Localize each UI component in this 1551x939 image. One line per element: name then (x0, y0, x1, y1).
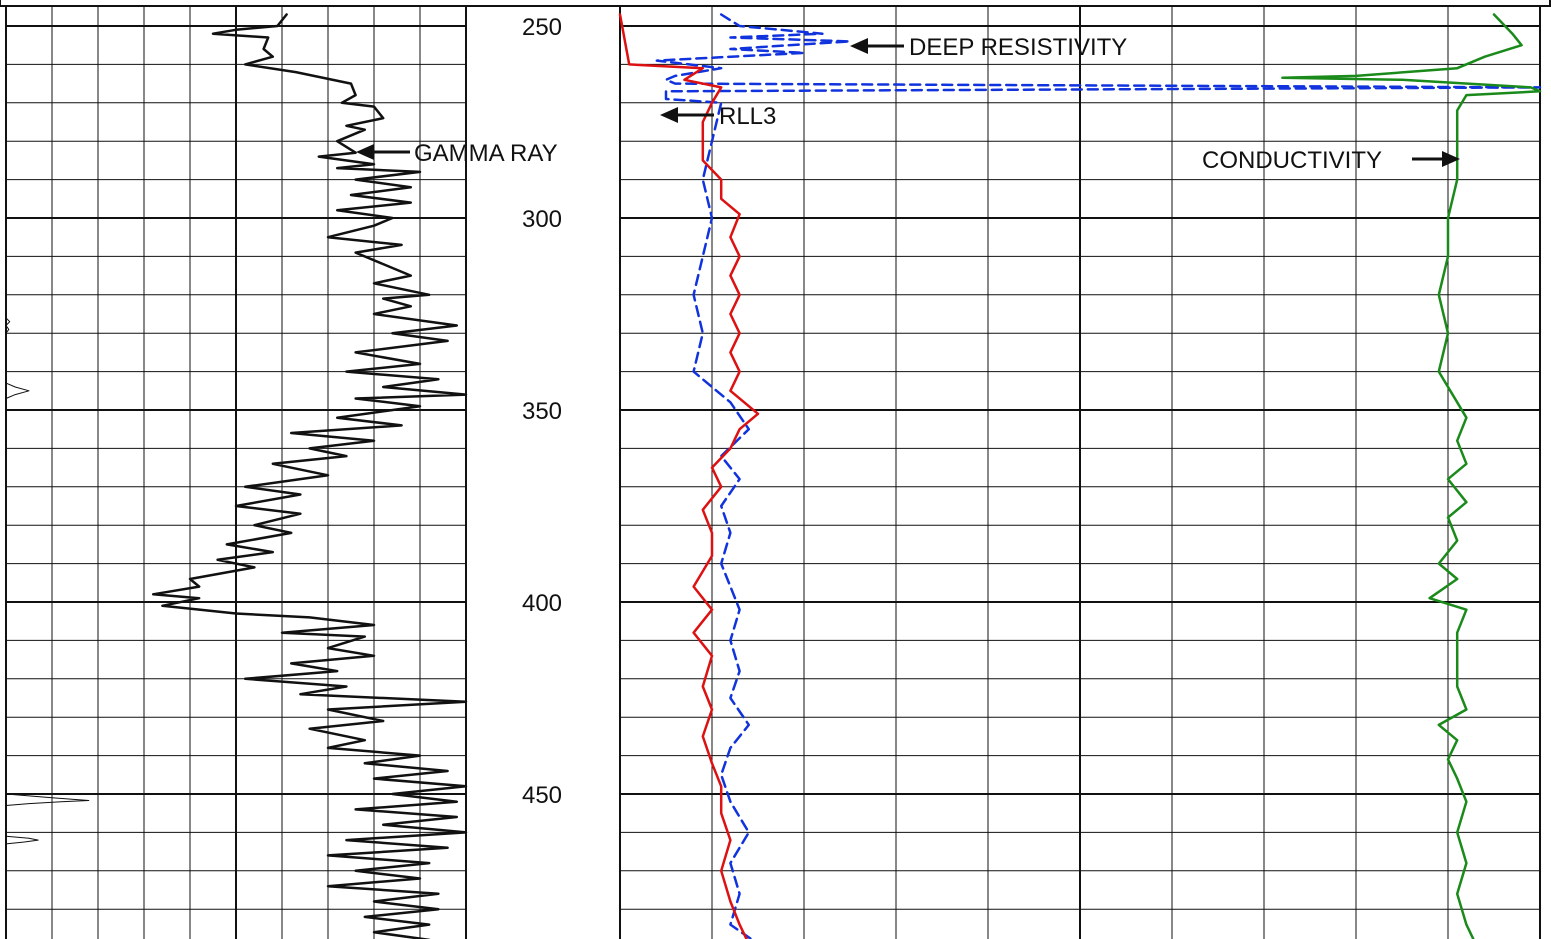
rll3-curve (618, 13, 760, 939)
gamma-ray-backup-curve (5, 835, 39, 845)
gamma-ray-label: GAMMA RAY (414, 140, 558, 167)
depth-label: 400 (522, 590, 562, 617)
deep-resistivity-annotation: DEEP RESISTIVITY (850, 34, 1127, 61)
conductivity-annotation: CONDUCTIVITY (1202, 147, 1460, 174)
conductivity-label: CONDUCTIVITY (1202, 147, 1382, 174)
conductivity-curve (1281, 13, 1542, 939)
rll3-annotation: RLL3 (660, 103, 776, 130)
depth-label: 450 (522, 782, 562, 809)
arrowhead-icon (356, 144, 374, 160)
deep-resistivity-label: DEEP RESISTIVITY (909, 34, 1127, 61)
depth-label: 250 (522, 14, 562, 41)
arrowhead-icon (1442, 151, 1460, 167)
depth-axis: 250 300 350 400 450 (522, 14, 562, 809)
deep-resistivity-curve (655, 13, 1542, 939)
depth-label: 300 (522, 206, 562, 233)
arrowhead-icon (850, 38, 868, 54)
gamma-ray-backup-curve (5, 793, 90, 806)
gamma-ray-annotation: GAMMA RAY (356, 140, 558, 167)
rll3-label: RLL3 (719, 103, 776, 130)
gamma-ray-curve (151, 13, 468, 939)
gamma-ray-backup-curve (5, 317, 11, 334)
gamma-ray-backup-curve (5, 382, 30, 399)
annotations: GAMMA RAY DEEP RESISTIVITY RLL3 CONDUCTI… (356, 34, 1460, 174)
curves (5, 13, 1542, 939)
depth-label: 350 (522, 398, 562, 425)
arrowhead-icon (660, 107, 678, 123)
